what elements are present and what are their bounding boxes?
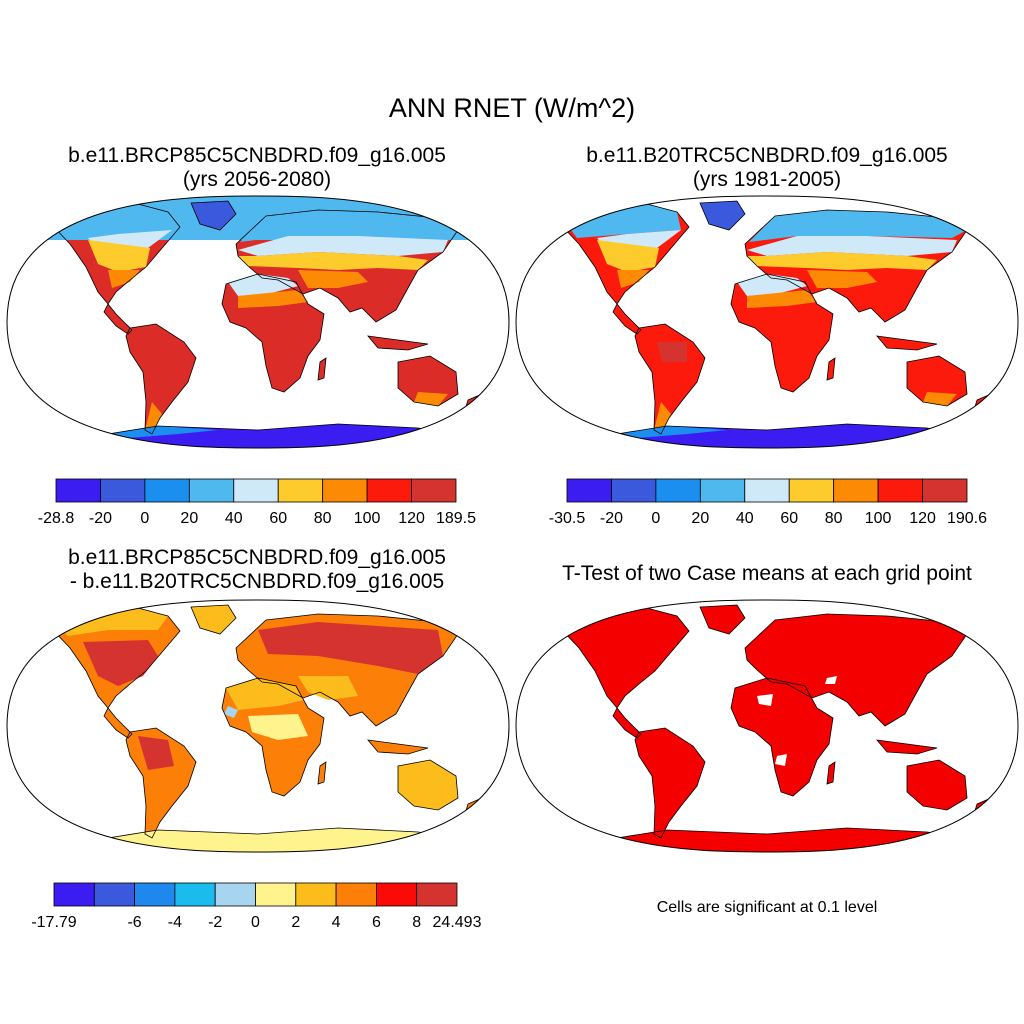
colorbar-swatch — [375, 882, 418, 907]
colorbar-tick-label: 60 — [780, 510, 798, 527]
colorbar-swatch — [188, 478, 235, 503]
colorbar-swatch — [55, 478, 101, 503]
colorbar-swatch — [416, 882, 458, 907]
colorbar-tick-label: 2 — [291, 914, 300, 931]
colorbar-swatch — [411, 478, 457, 503]
colorbar-tick-label: 20 — [691, 510, 709, 527]
colorbar-tick-label: -20 — [600, 510, 623, 527]
colorbar-tick-label: -6 — [127, 914, 141, 931]
panel1-title-line1: b.e11.BRCP85C5CNBDRD.f09_g16.005 — [68, 144, 446, 167]
colorbar-swatch — [922, 478, 968, 503]
panel3-map — [6, 599, 510, 853]
colorbar-swatch — [144, 478, 190, 503]
panel2-map — [515, 195, 1019, 449]
colorbar-swatch — [335, 882, 377, 907]
significance-note: Cells are significant at 0.1 level — [656, 899, 878, 916]
colorbar-tick-label: 120 — [398, 510, 425, 527]
colorbar-tick-label: 100 — [354, 510, 381, 527]
panel3-title-line2: - b.e11.B20TRC5CNBDRD.f09_g16.005 — [69, 570, 445, 593]
colorbar-swatch — [788, 478, 835, 503]
colorbar-swatch — [277, 478, 324, 503]
panel4-map — [515, 599, 1019, 853]
colorbar-swatch — [699, 478, 746, 503]
colorbar-swatch — [295, 882, 337, 907]
colorbar-tick-label: 6 — [372, 914, 381, 931]
colorbar-tick-label: 120 — [909, 510, 936, 527]
figure-title: ANN RNET (W/m^2) — [388, 93, 636, 123]
colorbar-panel3: -17.79 -6 -4 -2 0 2 4 6 8 24.493 — [31, 882, 482, 931]
colorbar-tick-label: -4 — [168, 914, 182, 931]
colorbar-swatch — [655, 478, 701, 503]
colorbar-swatch — [174, 882, 216, 907]
colorbar-swatch — [322, 478, 368, 503]
colorbar-panel1: -28.8 -20 0 20 40 60 80 100 120 189.5 — [38, 478, 476, 527]
colorbar-tick-label: -2 — [208, 914, 222, 931]
colorbar-tick-label: 0 — [251, 914, 260, 931]
colorbar-swatch — [233, 478, 279, 503]
colorbar-tick-label: 100 — [865, 510, 892, 527]
colorbar-swatch — [93, 882, 136, 907]
colorbar-swatch — [255, 882, 297, 907]
colorbar-tick-label: -30.5 — [549, 510, 586, 527]
colorbar-tick-label: 24.493 — [433, 914, 482, 931]
colorbar-panel2: -30.5 -20 0 20 40 60 80 100 120 190.6 — [549, 478, 987, 527]
colorbar-tick-label: 4 — [332, 914, 341, 931]
colorbar-swatch — [566, 478, 612, 503]
colorbar-tick-label: 190.6 — [947, 510, 987, 527]
colorbar-tick-label: -17.79 — [31, 914, 76, 931]
colorbar-tick-label: 20 — [180, 510, 198, 527]
colorbar-swatch — [877, 478, 923, 503]
colorbar-tick-label: 80 — [314, 510, 332, 527]
panel3-title-line1: b.e11.BRCP85C5CNBDRD.f09_g16.005 — [68, 546, 446, 569]
colorbar-swatch — [611, 478, 657, 503]
colorbar-tick-label: -20 — [89, 510, 112, 527]
colorbar-swatch — [366, 478, 412, 503]
colorbar-swatch — [53, 882, 95, 907]
panel2-title-line1: b.e11.B20TRC5CNBDRD.f09_g16.005 — [586, 144, 948, 167]
colorbar-swatch — [100, 478, 146, 503]
panel4-title-line1: T-Test of two Case means at each grid po… — [562, 562, 972, 585]
colorbar-tick-label: 80 — [825, 510, 843, 527]
panel2-title: b.e11.B20TRC5CNBDRD.f09_g16.005 (yrs 198… — [512, 144, 1022, 192]
panel1-map — [6, 195, 510, 449]
panel4-title: T-Test of two Case means at each grid po… — [512, 562, 1022, 586]
colorbar-tick-label: 40 — [225, 510, 243, 527]
colorbar-tick-label: 189.5 — [436, 510, 476, 527]
colorbar-swatch — [744, 478, 790, 503]
colorbar-tick-label: 0 — [140, 510, 149, 527]
panel2-title-line2: (yrs 1981-2005) — [692, 168, 842, 191]
colorbar-tick-label: 0 — [651, 510, 660, 527]
colorbar-swatch — [833, 478, 879, 503]
colorbar-swatch — [214, 882, 256, 907]
colorbar-swatch — [134, 882, 176, 907]
colorbar-tick-label: 40 — [736, 510, 754, 527]
colorbar-tick-label: 60 — [269, 510, 287, 527]
panel3-title: b.e11.BRCP85C5CNBDRD.f09_g16.005 - b.e11… — [2, 546, 512, 594]
panel1-title: b.e11.BRCP85C5CNBDRD.f09_g16.005 (yrs 20… — [2, 144, 512, 192]
colorbar-tick-label: 8 — [412, 914, 421, 931]
panel1-title-line2: (yrs 2056-2080) — [182, 168, 332, 191]
colorbar-tick-label: -28.8 — [38, 510, 75, 527]
